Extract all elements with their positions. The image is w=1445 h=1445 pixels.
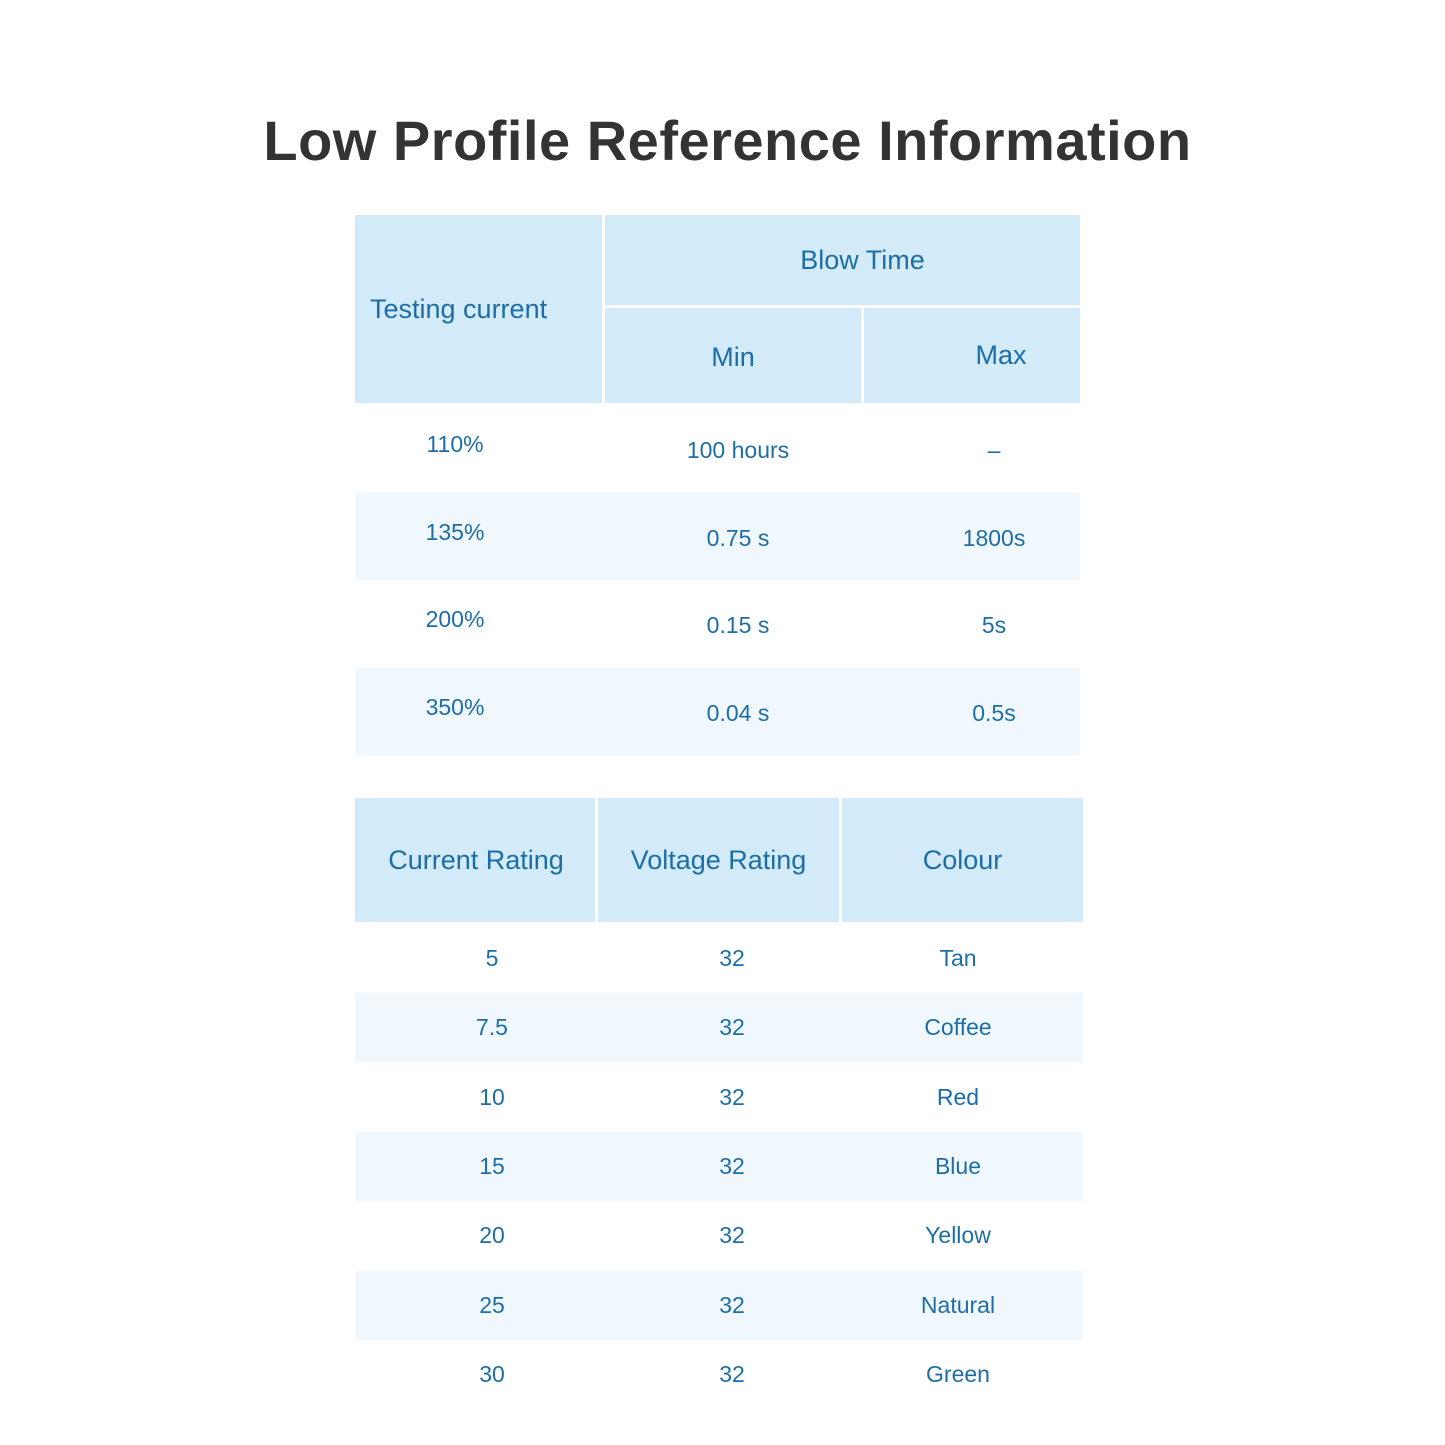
header-colour: Colour bbox=[842, 798, 1083, 922]
colour-cell: Yellow bbox=[925, 1222, 991, 1249]
current-rating-cell: 15 bbox=[479, 1152, 505, 1179]
table-row bbox=[355, 993, 1083, 1063]
colour-cell: Tan bbox=[939, 945, 977, 971]
voltage-rating-cell: 32 bbox=[719, 945, 745, 971]
voltage-rating-cell: 32 bbox=[719, 1152, 745, 1179]
colour-cell: Natural bbox=[920, 1291, 996, 1318]
min-cell: 0.04 s bbox=[706, 699, 770, 726]
max-cell: 1800s bbox=[962, 524, 1026, 551]
current-rating-cell: 20 bbox=[479, 1222, 505, 1249]
colour-cell: Green bbox=[926, 1360, 990, 1387]
current-rating-cell: 25 bbox=[479, 1291, 505, 1318]
page-title: Low Profile Reference Information bbox=[263, 109, 1192, 172]
header-voltage-rating: Voltage Rating bbox=[598, 798, 839, 922]
min-cell: 100 hours bbox=[686, 437, 790, 463]
colour-cell: Coffee bbox=[924, 1014, 992, 1041]
table-row bbox=[355, 667, 1080, 755]
header-max: Max bbox=[864, 308, 1080, 403]
current-rating-cell: 10 bbox=[479, 1083, 505, 1110]
colour-cell: Blue bbox=[934, 1152, 982, 1179]
header-testing-current: Testing current bbox=[355, 215, 602, 403]
header-current-rating: Current Rating bbox=[355, 798, 595, 922]
table-row bbox=[355, 1270, 1083, 1340]
current-rating-cell: 5 bbox=[485, 945, 499, 971]
current-cell: 110% bbox=[426, 431, 484, 457]
header-blow-time: Blow Time bbox=[605, 215, 1080, 305]
current-cell: 135% bbox=[425, 518, 485, 545]
voltage-rating-cell: 32 bbox=[719, 1360, 745, 1387]
max-cell: 5s bbox=[981, 612, 1007, 638]
current-cell: 350% bbox=[425, 693, 485, 720]
voltage-rating-cell: 32 bbox=[719, 1014, 745, 1041]
min-cell: 0.75 s bbox=[706, 524, 770, 551]
voltage-rating-cell: 32 bbox=[719, 1291, 745, 1318]
colour-cell: Red bbox=[936, 1083, 980, 1110]
min-cell: 0.15 s bbox=[706, 612, 770, 638]
table-row bbox=[355, 1131, 1083, 1201]
max-cell: – bbox=[987, 437, 1001, 463]
voltage-rating-cell: 32 bbox=[719, 1083, 745, 1110]
max-cell: 0.5s bbox=[972, 699, 1016, 726]
voltage-rating-cell: 32 bbox=[719, 1222, 745, 1249]
current-cell: 200% bbox=[425, 606, 485, 632]
table-row bbox=[355, 492, 1080, 580]
current-rating-cell: 30 bbox=[479, 1360, 505, 1387]
header-min: Min bbox=[605, 308, 861, 403]
current-rating-cell: 7.5 bbox=[476, 1014, 508, 1041]
